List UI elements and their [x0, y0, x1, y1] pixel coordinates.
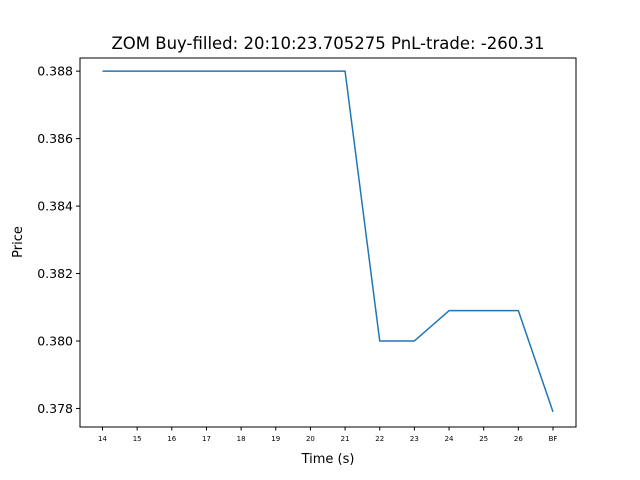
y-tick-label: 0.382 — [37, 266, 73, 281]
x-tick-label: 15 — [133, 435, 142, 443]
x-tick-label: 16 — [167, 435, 176, 443]
x-tick-label: 23 — [410, 435, 419, 443]
y-tick-label: 0.378 — [37, 401, 73, 416]
x-tick-label: 14 — [98, 435, 107, 443]
plot-area-frame — [79, 57, 577, 428]
x-tick-label: 21 — [341, 435, 350, 443]
y-tick-label: 0.386 — [37, 131, 73, 146]
x-tick-label: 25 — [479, 435, 488, 443]
x-tick-label: 19 — [271, 435, 280, 443]
x-tick-label: 22 — [375, 435, 384, 443]
price-series-line — [102, 70, 554, 413]
x-tick-label: 26 — [514, 435, 523, 443]
x-tick-label: 24 — [445, 435, 454, 443]
y-axis-ticks: 0.378 0.380 0.382 0.384 0.386 0.388 — [37, 64, 80, 416]
chart-title: ZOM Buy-filled: 20:10:23.705275 PnL-trad… — [111, 34, 544, 53]
y-axis-label: Price — [11, 226, 26, 258]
x-tick-label: 17 — [202, 435, 211, 443]
x-tick-label: 20 — [306, 435, 315, 443]
series-group — [102, 70, 554, 413]
x-tick-label: 18 — [237, 435, 246, 443]
x-tick-label: BF — [549, 435, 558, 443]
x-axis-ticks: 14 15 16 17 18 19 20 21 22 23 24 25 26 BF — [98, 427, 557, 443]
y-tick-label: 0.388 — [37, 64, 73, 79]
x-axis-label: Time (s) — [301, 452, 355, 467]
y-tick-label: 0.380 — [37, 333, 73, 348]
y-tick-label: 0.384 — [37, 199, 73, 214]
